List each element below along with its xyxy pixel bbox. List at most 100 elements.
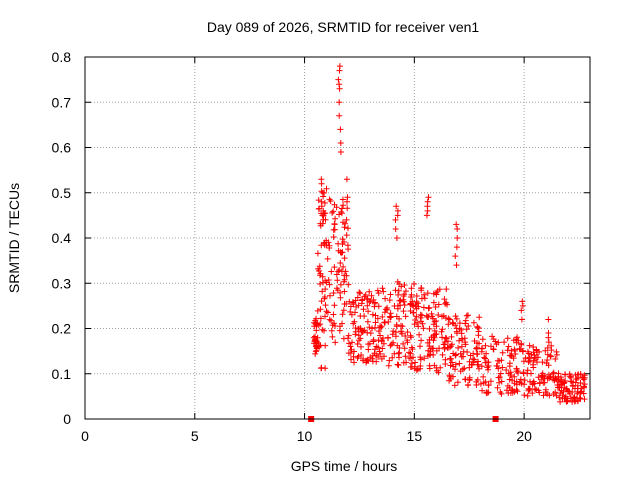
data-point xyxy=(314,250,321,257)
data-point xyxy=(430,299,437,306)
data-point xyxy=(386,297,393,304)
data-point xyxy=(479,336,486,343)
data-point xyxy=(339,236,346,243)
data-point xyxy=(337,281,344,288)
data-point xyxy=(352,331,359,338)
data-point xyxy=(410,309,417,316)
data-point xyxy=(330,208,337,215)
data-point xyxy=(438,328,445,335)
data-point xyxy=(581,384,588,391)
data-point xyxy=(445,338,451,345)
data-point xyxy=(479,387,486,394)
data-point xyxy=(539,359,546,366)
data-point xyxy=(354,355,361,361)
data-point xyxy=(435,312,442,318)
y-tick-label: 0.6 xyxy=(52,140,72,156)
data-point xyxy=(321,240,327,247)
data-point xyxy=(391,350,398,357)
data-point xyxy=(375,328,382,335)
data-point xyxy=(415,323,422,330)
data-point xyxy=(402,333,409,339)
data-point xyxy=(474,344,480,351)
data-point xyxy=(380,335,386,342)
data-point xyxy=(530,344,537,350)
data-point xyxy=(580,390,587,397)
data-point xyxy=(441,296,448,303)
data-point xyxy=(402,353,409,360)
data-point xyxy=(372,312,379,319)
x-axis-label: GPS time / hours xyxy=(291,458,398,474)
data-point xyxy=(374,287,381,294)
data-point xyxy=(449,341,455,348)
data-point xyxy=(528,351,535,358)
data-point xyxy=(449,359,455,366)
data-point xyxy=(363,358,370,364)
data-point xyxy=(426,304,433,311)
data-point xyxy=(336,85,343,92)
data-point xyxy=(513,378,520,385)
data-point xyxy=(524,392,531,399)
data-point xyxy=(390,328,397,335)
data-point xyxy=(396,354,402,361)
data-point xyxy=(316,267,322,274)
data-point xyxy=(312,350,319,357)
data-point xyxy=(312,337,318,344)
data-point xyxy=(312,317,319,324)
data-point xyxy=(546,374,553,381)
data-point xyxy=(320,207,327,214)
data-point xyxy=(322,342,329,349)
data-point xyxy=(345,332,352,339)
data-point xyxy=(341,278,347,285)
data-point xyxy=(482,342,489,349)
data-point xyxy=(319,189,326,196)
data-point xyxy=(341,255,348,262)
data-point xyxy=(443,286,450,293)
data-point xyxy=(461,365,468,372)
data-point xyxy=(376,348,383,355)
data-point xyxy=(430,290,437,297)
data-point xyxy=(331,220,338,227)
data-point xyxy=(316,263,323,270)
data-point xyxy=(324,255,331,262)
data-point xyxy=(340,202,347,209)
data-point xyxy=(402,313,409,320)
data-point xyxy=(415,366,421,373)
data-point xyxy=(453,244,460,251)
data-point xyxy=(351,359,357,366)
data-point xyxy=(506,352,513,359)
data-point xyxy=(454,226,461,232)
data-point xyxy=(454,330,460,337)
data-point xyxy=(336,99,343,106)
data-point xyxy=(570,394,577,401)
data-point xyxy=(511,373,518,380)
data-point xyxy=(364,329,371,336)
data-point xyxy=(565,388,571,394)
x-tick-label: 0 xyxy=(81,428,89,444)
data-point xyxy=(318,180,325,187)
data-point xyxy=(425,194,432,201)
grid xyxy=(85,57,590,419)
data-point xyxy=(471,356,478,363)
data-point xyxy=(336,267,343,273)
data-point xyxy=(496,379,503,386)
data-point xyxy=(326,316,333,323)
data-point xyxy=(552,389,559,396)
data-point xyxy=(332,339,339,346)
data-point xyxy=(581,396,588,403)
data-point xyxy=(412,303,419,310)
data-point xyxy=(364,318,371,325)
data-point xyxy=(553,348,560,355)
data-point xyxy=(439,351,446,358)
data-point xyxy=(547,353,554,360)
data-point xyxy=(532,386,538,392)
data-point xyxy=(337,149,344,155)
data-point xyxy=(327,198,334,204)
data-point xyxy=(485,382,492,389)
data-point xyxy=(528,370,534,377)
data-point xyxy=(455,344,462,351)
data-point xyxy=(331,264,338,271)
data-point xyxy=(393,203,400,210)
data-point xyxy=(330,311,337,318)
data-point xyxy=(319,212,326,219)
data-point xyxy=(474,324,481,331)
